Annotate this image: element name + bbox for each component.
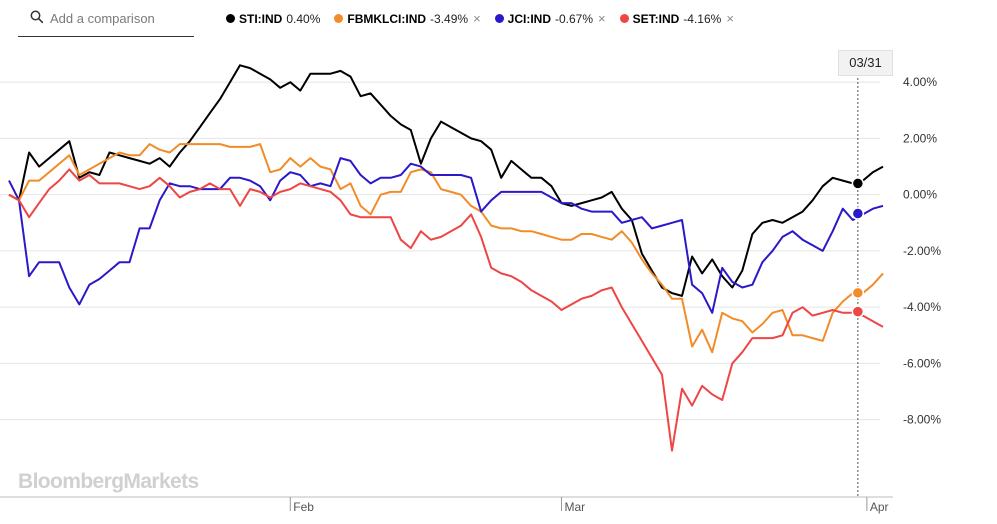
y-tick-label: -8.00% xyxy=(903,413,941,427)
search-input[interactable] xyxy=(50,5,190,31)
legend-ticker: JCI:IND xyxy=(507,11,551,26)
legend-change: -4.16% xyxy=(683,11,722,26)
legend-change: -3.49% xyxy=(430,11,469,26)
legend-item-sti: STI:IND 0.40% xyxy=(226,12,320,26)
comparison-bar: STI:IND 0.40% FBMKLCI:IND -3.49% × JCI:I… xyxy=(0,0,997,38)
bloomberg-markets-logo: BloombergMarkets xyxy=(18,470,199,493)
y-tick-label: -2.00% xyxy=(903,244,941,258)
series-line-fbmklci xyxy=(8,143,884,354)
y-tick-label: -6.00% xyxy=(903,356,941,370)
series-line-jci xyxy=(8,157,884,314)
remove-set-icon[interactable]: × xyxy=(726,11,734,26)
legend-dot-sti xyxy=(226,14,235,23)
x-tick-label: Apr xyxy=(870,500,889,514)
search-icon xyxy=(30,10,44,24)
y-tick-label: 2.00% xyxy=(903,131,937,145)
y-tick-label: 0.00% xyxy=(903,188,937,202)
series-marker-jci xyxy=(851,207,865,220)
remove-fbmklci-icon[interactable]: × xyxy=(473,11,481,26)
crosshair-date-label: 03/31 xyxy=(838,50,893,76)
legend-dot-set xyxy=(619,14,629,23)
legend-ticker: FBMKLCI:IND xyxy=(347,11,427,26)
series-marker-sti xyxy=(851,177,865,190)
x-tick-label: Mar xyxy=(565,500,586,514)
legend-change: -0.67% xyxy=(555,11,594,26)
legend-item-fbmklci: FBMKLCI:IND -3.49% × xyxy=(334,11,481,26)
legend-item-jci: JCI:IND -0.67% × xyxy=(494,11,606,26)
comparison-search[interactable] xyxy=(18,0,194,37)
y-tick-label: 4.00% xyxy=(903,75,937,89)
series-marker-set xyxy=(851,305,865,318)
legend-change: 0.40% xyxy=(286,11,321,26)
series-line-set xyxy=(8,168,884,452)
legend-ticker: STI:IND xyxy=(239,11,283,26)
x-tick-label: Feb xyxy=(293,500,314,514)
y-tick-label: -4.00% xyxy=(903,300,941,314)
legend-ticker: SET:IND xyxy=(632,11,680,26)
remove-jci-icon[interactable]: × xyxy=(598,11,606,26)
legend-dot-fbmklci xyxy=(334,14,344,23)
series-line-sti xyxy=(8,64,884,297)
legend-dot-jci xyxy=(494,14,504,23)
legend-item-set: SET:IND -4.16% × xyxy=(619,11,734,26)
legend: STI:IND 0.40% FBMKLCI:IND -3.49% × JCI:I… xyxy=(226,11,748,26)
series-marker-fbmklci xyxy=(851,286,865,300)
